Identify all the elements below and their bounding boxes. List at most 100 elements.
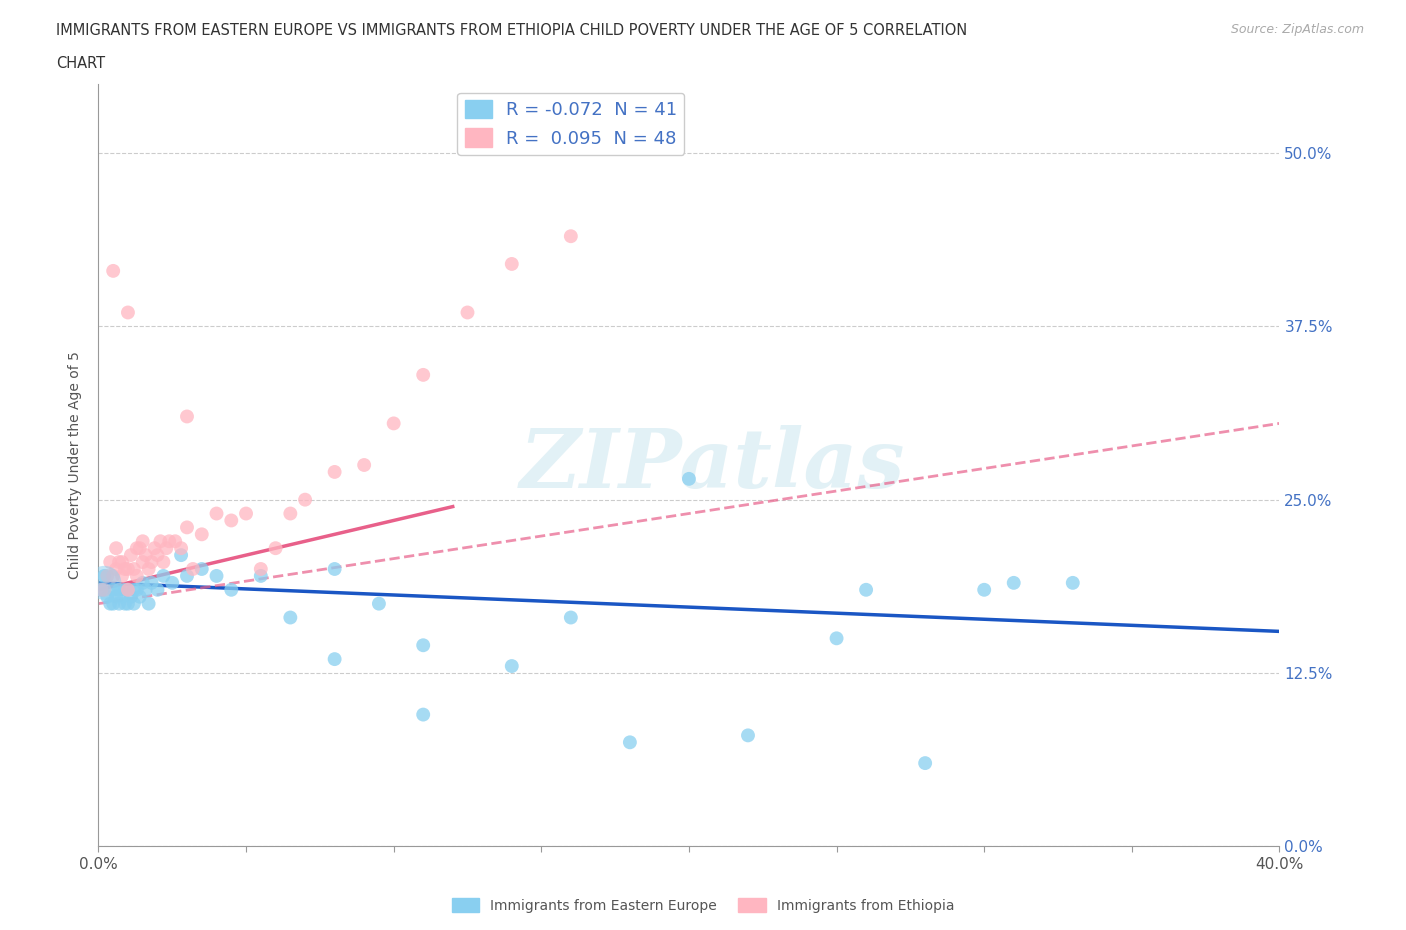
Point [176, 520, 198, 535]
Point [176, 409, 198, 424]
Point [111, 590, 134, 604]
Point [219, 513, 242, 528]
Point [103, 596, 125, 611]
Point [737, 728, 759, 743]
Point [176, 568, 198, 583]
Point [96, 568, 118, 583]
Point [125, 540, 148, 555]
Point [93, 582, 115, 597]
Point [105, 540, 128, 555]
Point [96, 590, 118, 604]
Point [135, 582, 157, 597]
Point [103, 568, 125, 583]
Y-axis label: Child Poverty Under the Age of 5: Child Poverty Under the Age of 5 [69, 351, 83, 579]
Point [117, 596, 139, 611]
Point [678, 472, 700, 486]
Point [108, 554, 131, 569]
Point [152, 568, 174, 583]
Point [120, 590, 142, 604]
Point [117, 562, 139, 577]
Point [132, 554, 155, 569]
Point [323, 562, 346, 577]
Point [122, 562, 145, 577]
Point [219, 582, 242, 597]
Point [294, 492, 316, 507]
Point [501, 257, 523, 272]
Point [264, 540, 287, 555]
Point [1002, 576, 1025, 591]
Point [560, 229, 582, 244]
Point [155, 540, 177, 555]
Point [108, 582, 131, 597]
Point [117, 305, 139, 320]
Point [560, 610, 582, 625]
Point [412, 638, 434, 653]
Point [105, 562, 128, 577]
Point [162, 576, 183, 591]
Point [456, 305, 478, 320]
Point [205, 568, 228, 583]
Point [111, 568, 134, 583]
Point [501, 658, 523, 673]
Point [117, 582, 139, 597]
Point [149, 534, 172, 549]
Point [181, 562, 204, 577]
Point [98, 554, 121, 569]
Point [619, 735, 641, 750]
Text: Source: ZipAtlas.com: Source: ZipAtlas.com [1230, 23, 1364, 36]
Point [250, 568, 273, 583]
Point [146, 582, 169, 597]
Point [108, 596, 131, 611]
Point [973, 582, 995, 597]
Point [114, 596, 136, 611]
Point [353, 458, 375, 472]
Point [138, 596, 160, 611]
Point [114, 582, 136, 597]
Point [138, 562, 160, 577]
Point [114, 562, 136, 577]
Point [278, 506, 302, 521]
Point [125, 568, 148, 583]
Point [143, 540, 166, 555]
Point [93, 568, 115, 583]
Point [122, 596, 145, 611]
Point [105, 590, 128, 604]
Point [1062, 576, 1084, 591]
Point [412, 707, 434, 722]
Point [141, 576, 163, 591]
Point [103, 582, 125, 597]
Point [135, 548, 157, 563]
Text: ZIPatlas: ZIPatlas [520, 425, 905, 505]
Point [323, 652, 346, 667]
Point [165, 534, 187, 549]
Point [132, 576, 155, 591]
Point [412, 367, 434, 382]
Point [205, 506, 228, 521]
Legend: R = -0.072  N = 41, R =  0.095  N = 48: R = -0.072 N = 41, R = 0.095 N = 48 [457, 93, 685, 155]
Point [141, 554, 163, 569]
Point [914, 756, 936, 771]
Point [132, 534, 155, 549]
Point [93, 576, 115, 591]
Point [235, 506, 257, 521]
Point [323, 464, 346, 479]
Point [368, 596, 391, 611]
Point [152, 554, 174, 569]
Text: IMMIGRANTS FROM EASTERN EUROPE VS IMMIGRANTS FROM ETHIOPIA CHILD POVERTY UNDER T: IMMIGRANTS FROM EASTERN EUROPE VS IMMIGR… [56, 23, 967, 38]
Point [382, 416, 405, 431]
Point [191, 527, 214, 542]
Point [250, 562, 273, 577]
Point [120, 548, 142, 563]
Point [103, 263, 125, 278]
Point [170, 548, 193, 563]
Point [125, 582, 148, 597]
Point [825, 631, 848, 645]
Point [170, 540, 193, 555]
Point [122, 582, 145, 597]
Point [128, 590, 150, 604]
Point [98, 596, 121, 611]
Point [90, 582, 112, 597]
Point [191, 562, 214, 577]
Point [117, 582, 139, 597]
Point [146, 548, 169, 563]
